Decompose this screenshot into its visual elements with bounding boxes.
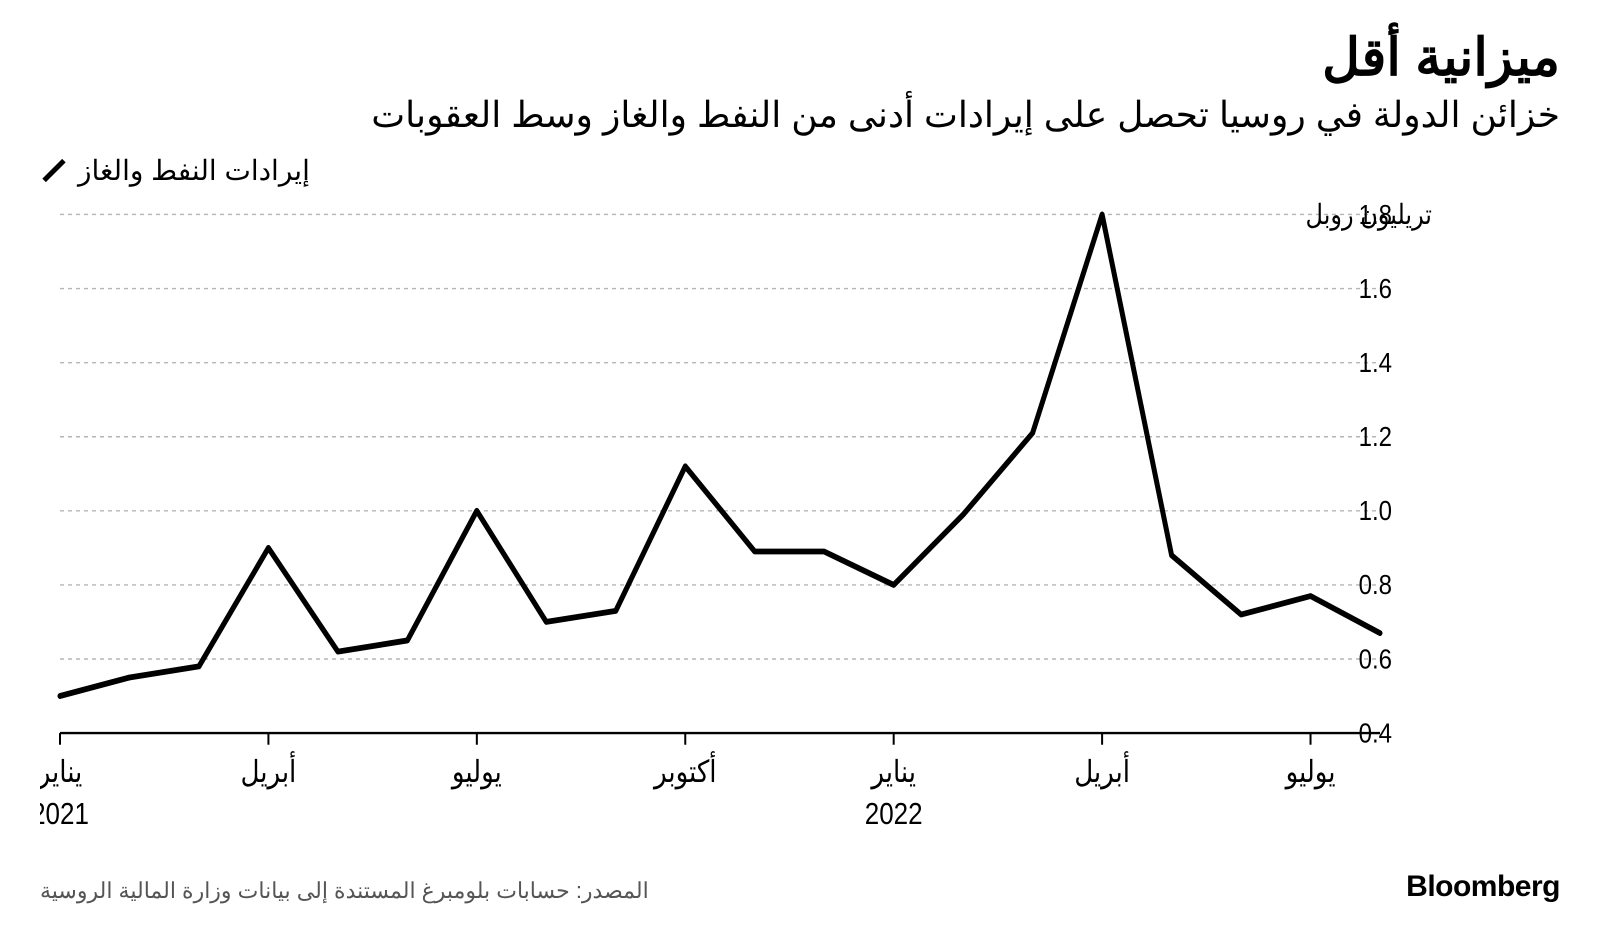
y-axis-tick-label: 1.2: [1359, 421, 1392, 453]
x-axis-tick-label: يوليو: [1284, 755, 1336, 790]
x-axis-tick-label: يناير: [870, 755, 916, 790]
x-axis-tick-label: يناير: [40, 755, 82, 790]
y-axis-tick-label: 0.8: [1359, 569, 1392, 601]
chart-legend: إيرادات النفط والغاز: [40, 154, 1560, 187]
x-axis-year-label: 2021: [40, 796, 89, 830]
y-axis-tick-label: 1.4: [1359, 347, 1392, 379]
chart-subtitle: خزائن الدولة في روسيا تحصل على إيرادات أ…: [40, 93, 1560, 136]
brand-logo: Bloomberg: [1406, 870, 1560, 904]
x-axis-tick-label: يوليو: [450, 755, 502, 790]
x-axis-tick-label: أبريل: [1074, 752, 1130, 790]
data-line: [60, 215, 1380, 697]
legend-line-icon: [42, 159, 65, 182]
source-attribution: المصدر: حسابات بلومبرغ المستندة إلى بيان…: [40, 878, 649, 904]
line-chart-svg: 0.40.60.81.01.21.41.61.8تريليون روبليناي…: [40, 197, 1560, 850]
x-axis-tick-label: أبريل: [241, 752, 297, 790]
y-axis-unit-label: تريليون روبل: [1306, 198, 1432, 231]
chart-area: 0.40.60.81.01.21.41.61.8تريليون روبليناي…: [40, 197, 1560, 850]
x-axis-year-label: 2022: [865, 796, 923, 830]
y-axis-tick-label: 0.4: [1359, 717, 1392, 749]
y-axis-tick-label: 1.0: [1359, 495, 1392, 527]
legend-label: إيرادات النفط والغاز: [78, 154, 310, 187]
chart-title: ميزانية أقل: [40, 30, 1560, 87]
y-axis-tick-label: 1.6: [1359, 273, 1392, 305]
y-axis-tick-label: 0.6: [1359, 643, 1392, 675]
x-axis-tick-label: أكتوبر: [652, 752, 716, 790]
